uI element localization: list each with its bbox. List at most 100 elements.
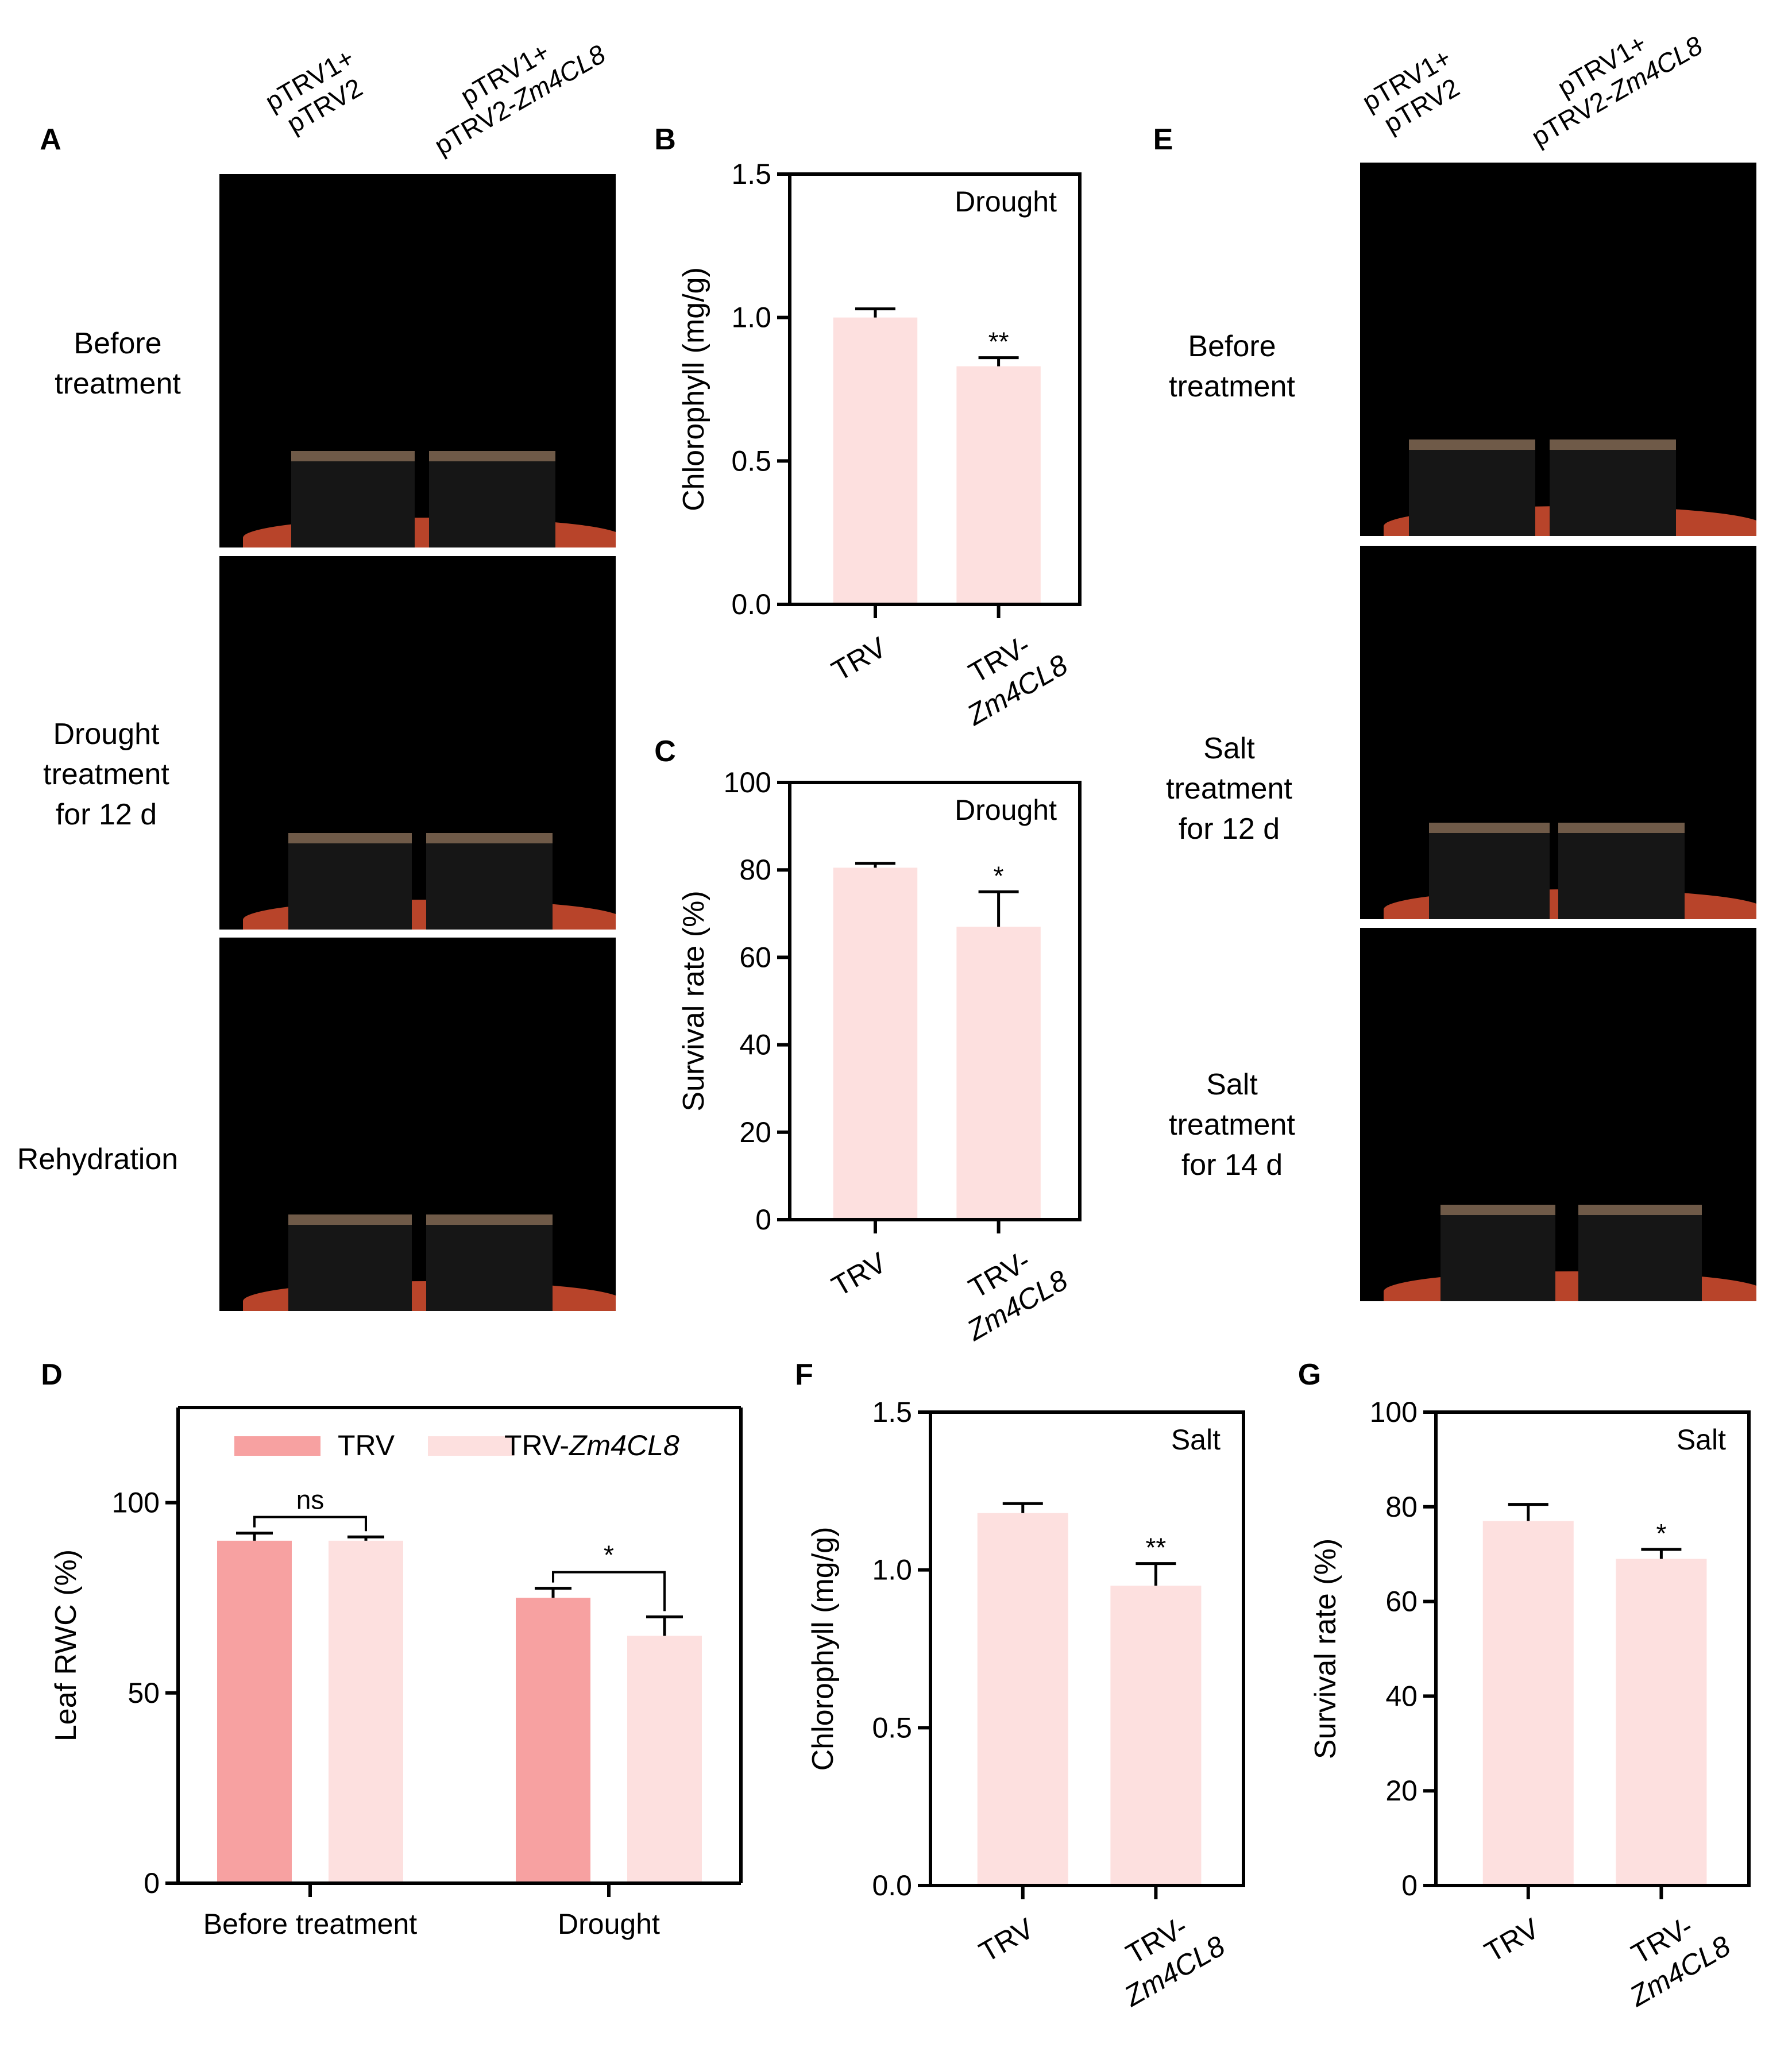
legend-swatch-trv-zm4cl8 — [428, 1436, 514, 1456]
bar-trv-zm4cl8 — [627, 1636, 702, 1883]
row-label: for 12 d — [56, 798, 157, 831]
row-label: treatment — [1169, 1108, 1295, 1142]
y-tick-label: 0.0 — [872, 1869, 912, 1902]
x-tick-label: TRV — [974, 1912, 1039, 1968]
panel-letter-f: F — [795, 1358, 813, 1391]
photo-a-rehydration — [219, 938, 616, 1311]
y-tick-label: 1.5 — [731, 158, 771, 190]
y-tick-label: 1.0 — [872, 1554, 912, 1586]
y-tick-label: 50 — [128, 1677, 160, 1709]
chart-b: B ** 0.0 0.5 1.0 1.5 TRV TRV-Zm4CL8 Chlorophyll … — [654, 123, 1082, 732]
bar-trv — [516, 1598, 590, 1883]
chart-f: F ** 0.0 0.5 1.0 1.5 TRV TRV-Zm4CL8 Chlorophyll … — [795, 1358, 1245, 2013]
x-tick-label: TRV — [827, 631, 892, 687]
x-tick-label: TRV — [827, 1246, 892, 1302]
y-tick-label: 60 — [1385, 1586, 1418, 1618]
chart-g: G * 0 20 40 60 80 100 TRV TRV-Zm4CL8 Survival rate… — [1298, 1358, 1751, 2013]
y-axis-label: Leaf RWC (%) — [49, 1549, 83, 1741]
row-label: Drought — [53, 718, 160, 751]
y-tick-label: 40 — [1385, 1680, 1418, 1712]
chart-d: Dns * 0 50 100 Before treatment Drought Leaf RW… — [41, 1358, 743, 1940]
significance-bracket — [253, 1516, 367, 1532]
x-tick-label: Drought — [558, 1908, 660, 1940]
y-tick-label: 40 — [739, 1029, 771, 1061]
bar-trv-zm4cl8 — [956, 927, 1041, 1220]
bar-trv-zm4cl8 — [329, 1540, 403, 1883]
plot-frame — [1434, 1410, 1751, 1887]
row-label: Rehydration — [17, 1143, 178, 1176]
y-tick-label: 0 — [1401, 1869, 1418, 1902]
row-label: Salt — [1203, 732, 1255, 765]
bar-trv — [977, 1513, 1068, 1886]
significance-label: * — [1656, 1518, 1666, 1548]
y-tick-label: 1.5 — [872, 1396, 912, 1428]
legend-swatch-trv — [234, 1436, 320, 1456]
significance-label: * — [994, 861, 1004, 890]
significance-label: ** — [1145, 1533, 1166, 1563]
panel-letter-a: A — [40, 123, 61, 156]
row-label: treatment — [55, 367, 181, 400]
y-tick-label: 100 — [112, 1487, 160, 1519]
y-tick-label: 20 — [739, 1116, 771, 1148]
x-tick-label: TRV-Zm4CL8 — [1118, 1910, 1230, 2013]
plot-frame — [929, 1410, 1245, 1887]
bar-trv — [1482, 1521, 1574, 1886]
y-tick-label: 20 — [1385, 1775, 1418, 1807]
y-axis-label: Survival rate (%) — [1309, 1539, 1342, 1759]
legend-label-trv: TRV — [338, 1429, 395, 1462]
y-tick-label: 0.0 — [731, 588, 771, 620]
row-label: treatment — [43, 758, 169, 791]
significance-label: ** — [988, 327, 1009, 357]
y-tick-label: 0.5 — [731, 445, 771, 477]
x-tick-label: TRV-Zm4CL8 — [961, 1244, 1073, 1347]
row-label: Before — [1188, 330, 1276, 363]
bar-trv — [833, 867, 918, 1220]
column-label: pTRV1+pTRV2-Zm4CL8 — [429, 37, 611, 161]
x-tick-label-line: TRV — [827, 1246, 892, 1302]
panel-letter-b: B — [654, 123, 676, 156]
y-tick-label: 60 — [739, 941, 771, 973]
y-tick-label: 1.0 — [731, 302, 771, 334]
photo-a-drought — [219, 556, 616, 930]
row-label: treatment — [1169, 370, 1295, 403]
y-tick-label: 100 — [1370, 1396, 1418, 1428]
legend-label-trv-zm4cl8: TRV-Zm4CL8 — [504, 1429, 679, 1462]
column-label: pTRV1+pTRV2-Zm4CL8 — [1526, 28, 1708, 152]
y-tick-label: 100 — [724, 766, 771, 799]
panel-letter-d: D — [41, 1358, 63, 1391]
y-axis-label: Chlorophyll (mg/g) — [677, 267, 710, 511]
significance-label: * — [604, 1540, 614, 1570]
bar-trv — [217, 1540, 292, 1883]
x-tick-label-line: TRV — [827, 631, 892, 687]
column-label: pTRV1+pTRV2 — [260, 43, 368, 139]
photo-e-salt-12d — [1360, 546, 1756, 919]
bar-trv — [833, 317, 918, 604]
column-label: pTRV1+pTRV2 — [1357, 43, 1465, 139]
condition-annotation: Drought — [955, 794, 1057, 826]
chart-c: C * 0 20 40 60 80 100 TRV TRV-Zm4CL8 Survival rate… — [654, 735, 1082, 1347]
plot-frame — [788, 172, 1082, 606]
panel-letter-c: C — [654, 735, 676, 768]
significance-label: ns — [296, 1485, 325, 1515]
bar-trv-zm4cl8 — [956, 366, 1041, 604]
y-tick-label: 0 — [144, 1867, 160, 1899]
x-tick-label-line: TRV — [1479, 1912, 1544, 1968]
condition-annotation: Drought — [955, 186, 1057, 218]
panel-letter-g: G — [1298, 1358, 1321, 1391]
photo-e-before — [1360, 163, 1756, 536]
y-tick-label: 0 — [755, 1204, 771, 1236]
y-tick-label: 80 — [1385, 1491, 1418, 1523]
bar-trv-zm4cl8 — [1616, 1559, 1707, 1886]
row-label: Salt — [1206, 1068, 1258, 1101]
y-tick-label: 0.5 — [872, 1711, 912, 1744]
row-label: for 14 d — [1181, 1148, 1283, 1182]
condition-annotation: Salt — [1171, 1424, 1221, 1456]
x-tick-label: TRV-Zm4CL8 — [961, 629, 1073, 732]
photo-e-salt-14d — [1360, 928, 1756, 1301]
row-label: for 12 d — [1179, 812, 1280, 846]
y-axis-label: Survival rate (%) — [677, 890, 710, 1111]
panel-letter-e: E — [1153, 123, 1173, 156]
x-tick-label: TRV — [1479, 1912, 1544, 1968]
row-label: treatment — [1166, 772, 1292, 805]
